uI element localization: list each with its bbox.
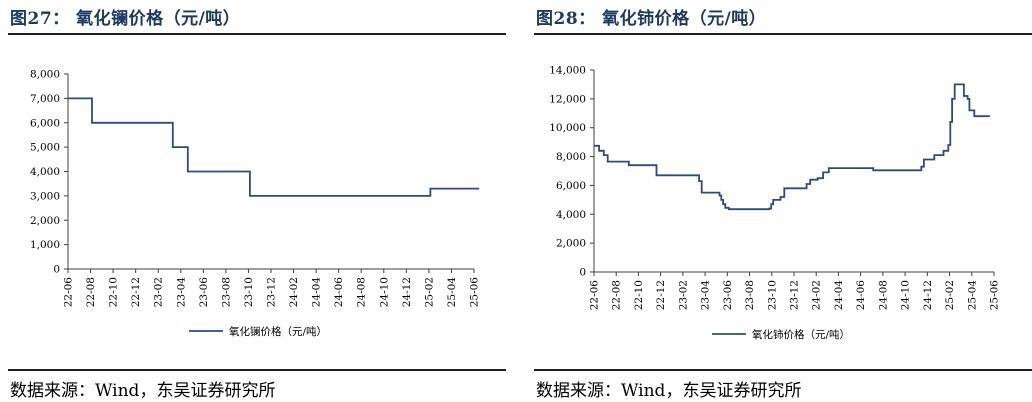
figure-title: 图27： 氧化镧价格（元/吨） xyxy=(10,9,241,29)
x-tick-label: 23-12 xyxy=(789,280,801,310)
y-tick-label: 6,000 xyxy=(30,117,60,129)
x-tick-label: 24-08 xyxy=(356,277,368,307)
x-tick-label: 24-06 xyxy=(333,277,345,308)
y-tick-label: 8,000 xyxy=(30,69,60,81)
title-divider xyxy=(534,33,1032,35)
y-tick-label: 14,000 xyxy=(549,65,586,77)
figure-title: 图28： 氧化铈价格（元/吨） xyxy=(536,9,767,29)
x-tick-label: 25-06 xyxy=(989,280,1001,311)
x-tick-label: 24-04 xyxy=(311,277,323,308)
x-tick-label: 24-08 xyxy=(877,280,889,310)
y-tick-label: 10,000 xyxy=(549,122,586,134)
x-tick-label: 22-06 xyxy=(589,280,601,311)
x-tick-label: 25-02 xyxy=(423,277,435,307)
x-tick-label: 25-04 xyxy=(966,280,978,311)
x-tick-label: 24-10 xyxy=(378,277,390,307)
y-tick-label: 2,000 xyxy=(556,238,586,250)
y-tick-label: 4,000 xyxy=(556,209,586,221)
y-tick-label: 6,000 xyxy=(556,180,586,192)
x-tick-label: 24-04 xyxy=(833,280,845,311)
y-tick-label: 0 xyxy=(53,264,60,276)
y-tick-label: 8,000 xyxy=(556,151,586,163)
legend-label: 氧化铈价格（元/吨） xyxy=(752,328,850,341)
x-tick-label: 24-12 xyxy=(401,277,413,307)
legend-label: 氧化镧价格（元/吨） xyxy=(229,325,327,338)
source-divider xyxy=(534,369,1032,371)
series-line xyxy=(594,83,990,211)
x-tick-label: 22-06 xyxy=(63,277,75,308)
x-tick-label: 25-06 xyxy=(469,277,481,308)
series-line xyxy=(68,97,480,197)
x-tick-label: 23-04 xyxy=(175,277,187,308)
panel-lanthanum-oxide: 图27： 氧化镧价格（元/吨） 0 1,000 2,000 3,000 4,000 5,0… xyxy=(0,0,506,402)
y-tick-label: 3,000 xyxy=(30,190,60,202)
x-tick-label: 23-04 xyxy=(700,280,712,311)
x-tick-label: 24-12 xyxy=(922,280,934,310)
x-tick-label: 23-02 xyxy=(153,277,165,307)
x-tick-label: 22-10 xyxy=(108,277,120,307)
x-tick-label: 23-06 xyxy=(722,280,734,311)
x-tick-label: 23-10 xyxy=(766,280,778,310)
x-tick-label: 23-08 xyxy=(220,277,232,307)
lanthanum-price-chart: 0 1,000 2,000 3,000 4,000 5,000 6,000 7,000 8,00… xyxy=(30,69,481,339)
x-tick-label: 25-02 xyxy=(944,280,956,310)
x-tick-label: 23-02 xyxy=(677,280,689,310)
x-tick-label: 22-12 xyxy=(130,277,142,307)
x-tick-label: 23-10 xyxy=(243,277,255,307)
x-tick-label: 24-02 xyxy=(811,280,823,310)
x-tick-label: 24-10 xyxy=(900,280,912,310)
x-tick-label: 22-12 xyxy=(655,280,667,310)
y-tick-label: 5,000 xyxy=(30,142,60,154)
y-tick-label: 2,000 xyxy=(30,215,60,227)
x-tick-label: 24-02 xyxy=(288,277,300,307)
y-tick-label: 0 xyxy=(579,267,586,279)
x-tick-label: 22-08 xyxy=(85,277,97,307)
y-tick-label: 12,000 xyxy=(549,93,586,105)
source-note: 数据来源：Wind，东吴证券研究所 xyxy=(536,381,802,401)
panel-cerium-oxide: 图28： 氧化铈价格（元/吨） 0 2,000 4,000 6,000 8,000 10,… xyxy=(526,0,1032,402)
x-tick-label: 22-10 xyxy=(633,280,645,310)
cerium-price-chart: 0 2,000 4,000 6,000 8,000 10,000 12,000 14,000 2… xyxy=(549,65,1001,342)
x-tick-label: 25-04 xyxy=(446,277,458,308)
y-tick-label: 4,000 xyxy=(30,166,60,178)
title-divider xyxy=(8,33,506,35)
x-tick-label: 23-06 xyxy=(198,277,210,308)
source-note: 数据来源：Wind，东吴证券研究所 xyxy=(10,381,276,401)
source-divider xyxy=(8,369,506,371)
x-tick-label: 22-08 xyxy=(611,280,623,310)
x-tick-label: 24-06 xyxy=(855,280,867,311)
y-tick-label: 7,000 xyxy=(30,93,60,105)
x-tick-label: 23-12 xyxy=(266,277,278,307)
x-tick-label: 23-08 xyxy=(744,280,756,310)
y-tick-label: 1,000 xyxy=(30,239,60,251)
